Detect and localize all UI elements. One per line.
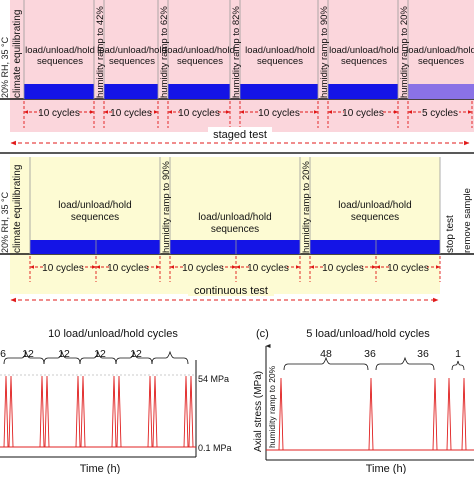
staged-seq-label-3a: load/unload/hold — [165, 45, 235, 56]
continuous-load-bar-1 — [30, 240, 160, 254]
continuous-cycles-6: 10 cycles — [387, 263, 429, 274]
staged-load-bar-4 — [240, 84, 318, 99]
continuous-timeline: 20% RH, 35 °C climate equilibrating load… — [0, 157, 474, 303]
continuous-cycles-4: 10 cycles — [247, 263, 289, 274]
staged-load-bar-3 — [168, 84, 230, 99]
staged-seq-label-6a: load/unload/hold — [406, 45, 474, 56]
staged-seq-label-1b: sequences — [37, 56, 83, 67]
staged-load-bar-short — [408, 84, 474, 99]
panel-b-lower-level: 0.1 MPa — [198, 443, 232, 453]
staged-cycles-6: 5 cycles — [422, 108, 458, 119]
staged-cycles-1: 10 cycles — [38, 108, 80, 119]
staged-left-edge-label: 20% RH, 35 °C — [0, 36, 10, 98]
staged-timeline: 20% RH, 35 °C climate equilibrating load… — [0, 0, 474, 146]
staged-cycles-4: 10 cycles — [258, 108, 300, 119]
staged-seq-label-4a: load/unload/hold — [245, 45, 315, 56]
panel-b-xlabel: Time (h) — [80, 463, 121, 474]
continuous-ramp-label-2: humidity ramp to 20% — [301, 161, 312, 253]
staged-cycles-2: 10 cycles — [110, 108, 152, 119]
panel-c-interval-1: 48 — [320, 348, 332, 360]
continuous-cycles-1: 10 cycles — [42, 263, 84, 274]
staged-seq-label-6b: sequences — [418, 56, 464, 67]
panel-c-label: (c) — [256, 328, 269, 340]
staged-seq-label-5a: load/unload/hold — [329, 45, 399, 56]
continuous-seq-label-2a: load/unload/hold — [198, 212, 271, 223]
staged-ramp-label-4: humidity ramp to 90% — [319, 6, 330, 98]
stop-test-label: stop test — [445, 215, 456, 253]
panel-c-ramp-label: humidity ramp to 20% — [267, 365, 277, 448]
staged-caption: staged test — [213, 129, 267, 141]
continuous-left-edge-label: 20% RH, 35 °C — [0, 191, 10, 253]
panel-c-title: 5 load/unload/hold cycles — [306, 328, 430, 340]
staged-ramp-label-3: humidity ramp to 82% — [231, 6, 242, 98]
panel-c-interval-4: 1 — [455, 348, 461, 360]
staged-seq-label-3b: sequences — [177, 56, 223, 67]
continuous-seq-label-2b: sequences — [211, 224, 259, 235]
panel-c-pulses — [266, 377, 474, 451]
continuous-cycles-5: 10 cycles — [322, 263, 364, 274]
continuous-cycles-3: 10 cycles — [182, 263, 224, 274]
continuous-caption: continuous test — [194, 285, 268, 297]
staged-seq-label-1a: load/unload/hold — [25, 45, 95, 56]
panel-c-interval-3: 36 — [417, 348, 429, 360]
staged-climate-label: climate equilibrating — [12, 10, 23, 98]
staged-cycles-3: 10 cycles — [178, 108, 220, 119]
staged-load-bar-5 — [328, 84, 398, 99]
staged-seq-label-4b: sequences — [257, 56, 303, 67]
panel-b-interval-4: 12 — [94, 348, 106, 360]
panel-b-interval-1: 6 — [0, 348, 6, 360]
panel-c-interval-2: 36 — [364, 348, 376, 360]
panel-b-upper-level: 54 MPa — [198, 374, 229, 384]
continuous-cycles-2: 10 cycles — [107, 263, 149, 274]
panel-b-title: 10 load/unload/hold cycles — [48, 328, 178, 340]
continuous-ramp-label-1: humidity ramp to 90% — [161, 161, 172, 253]
staged-ramp-label-5: humidity ramp to 20% — [399, 6, 410, 98]
continuous-load-bar-2 — [170, 240, 300, 254]
continuous-load-bar-3 — [310, 240, 440, 254]
staged-ramp-label-1: humidity ramp to 42% — [95, 6, 106, 98]
panel-b: 10 load/unload/hold cycles 6 12 12 12 12 — [0, 328, 232, 475]
continuous-seq-label-3a: load/unload/hold — [338, 200, 411, 211]
staged-background — [10, 0, 474, 132]
continuous-seq-label-3b: sequences — [351, 212, 399, 223]
staged-load-bar-2 — [104, 84, 158, 99]
panel-c: (c) 5 load/unload/hold cycles Axial stre… — [253, 328, 474, 475]
staged-load-bar-1 — [24, 84, 94, 99]
panel-b-interval-2: 12 — [22, 348, 34, 360]
panel-b-interval-3: 12 — [58, 348, 70, 360]
panel-b-pulses — [0, 375, 196, 448]
panel-c-xlabel: Time (h) — [366, 463, 407, 474]
staged-cycles-5: 10 cycles — [342, 108, 384, 119]
staged-seq-label-2b: sequences — [109, 56, 155, 67]
staged-seq-label-5b: sequences — [341, 56, 387, 67]
staged-ramp-label-2: humidity ramp to 62% — [159, 6, 170, 98]
remove-sample-label: remove sample — [462, 188, 473, 253]
staged-seq-label-2a: load/unload/hold — [97, 45, 167, 56]
panel-b-interval-5: 12 — [130, 348, 142, 360]
panel-c-ylabel: Axial stress (MPa) — [253, 371, 264, 452]
continuous-seq-label-1b: sequences — [71, 212, 119, 223]
continuous-climate-label: climate equilibrating — [12, 165, 23, 253]
continuous-seq-label-1a: load/unload/hold — [58, 200, 131, 211]
